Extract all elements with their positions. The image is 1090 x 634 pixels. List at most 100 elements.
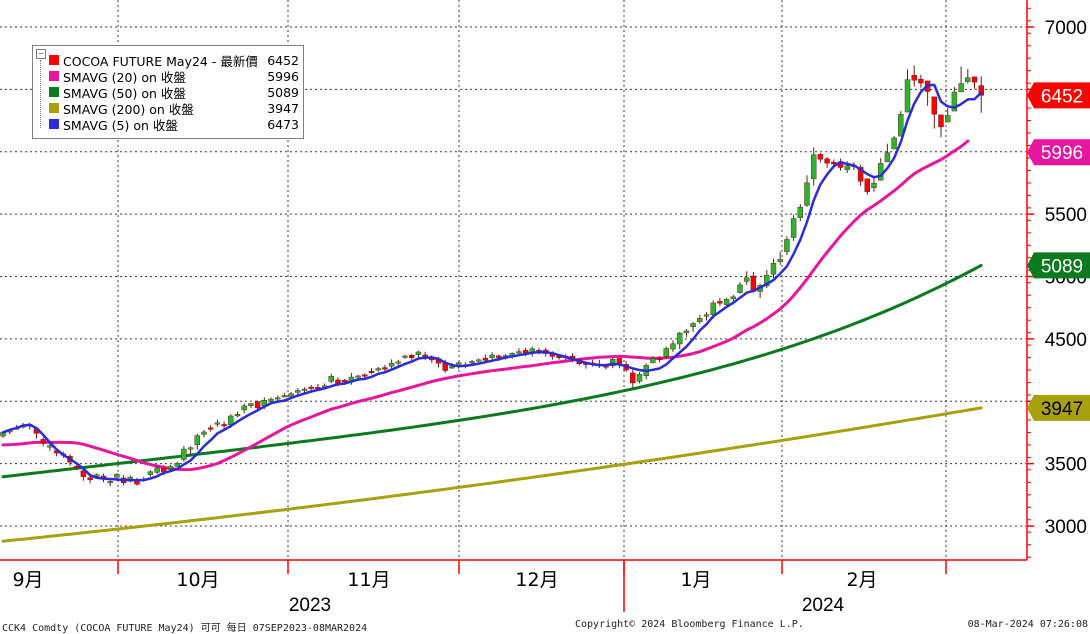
- candle: [482, 354, 489, 362]
- candle-body: [891, 137, 897, 150]
- candle-body: [898, 114, 904, 137]
- candle-body: [328, 376, 334, 382]
- value-tag-label: 6452: [1041, 86, 1083, 107]
- x-month-label: 11月: [347, 569, 390, 591]
- candle-body: [80, 470, 87, 477]
- candle-body: [670, 343, 676, 350]
- x-year-label: 2023: [289, 595, 331, 616]
- candle-body: [824, 158, 830, 164]
- legend-label: COCOA FUTURE May24 - 最新價: [63, 53, 258, 69]
- candle: [797, 204, 803, 221]
- candle: [375, 366, 381, 372]
- candle: [804, 175, 810, 207]
- x-month-label: 9月: [12, 569, 43, 591]
- candle-body: [482, 357, 489, 361]
- sma5-series: [1, 83, 983, 482]
- candle: [824, 157, 830, 168]
- candle-body: [804, 182, 810, 206]
- sma50-line: [1, 263, 983, 479]
- candle-body: [94, 474, 100, 477]
- candle-body: [207, 427, 214, 430]
- candle: [918, 74, 924, 88]
- candle-body: [878, 163, 884, 181]
- candle: [395, 359, 401, 367]
- candle-body: [770, 263, 777, 275]
- candle: [737, 282, 743, 294]
- value-tag: 3947: [1027, 394, 1090, 421]
- value-tag: 5089: [1027, 252, 1090, 279]
- candle: [73, 464, 80, 470]
- candle-body: [201, 431, 207, 435]
- candle: [697, 315, 703, 324]
- y-tick-label: 5500: [1045, 205, 1087, 226]
- legend-value: 6452: [267, 52, 299, 68]
- candle: [275, 395, 281, 402]
- footer-copyright: Copyright© 2024 Bloomberg Finance L.P.: [575, 619, 804, 630]
- legend-collapse-icon[interactable]: −: [36, 49, 46, 59]
- candle-body: [308, 386, 314, 389]
- x-month-label: 1月: [680, 569, 711, 591]
- candle-body: [154, 467, 160, 473]
- x-month-label: 10月: [176, 569, 219, 591]
- candle-body: [174, 463, 180, 467]
- candle: [368, 368, 375, 375]
- y-tick-label: 4500: [1045, 330, 1087, 351]
- candle-body: [241, 405, 247, 411]
- candle: [811, 147, 817, 186]
- legend-swatch-icon: [49, 71, 59, 81]
- candle-body: [690, 323, 696, 327]
- candle: [207, 425, 214, 432]
- candle: [154, 465, 160, 474]
- candle-body: [844, 165, 850, 170]
- y-tick-label: 3000: [1045, 517, 1087, 538]
- candle-body: [777, 259, 783, 262]
- legend-entry-sma20: SMAVG (20) on 收盤 5996: [49, 68, 299, 85]
- candle: [744, 271, 750, 285]
- candle-body: [683, 330, 690, 334]
- candle: [476, 358, 482, 362]
- footer-ticker: CCK4 Comdty (COCOA FUTURE May24) 可可 每日 0…: [2, 623, 368, 634]
- candle: [40, 437, 46, 447]
- candle-body: [610, 359, 616, 367]
- legend-label: SMAVG (200) on 收盤: [63, 101, 194, 117]
- candle-body: [248, 403, 254, 406]
- candle: [898, 111, 904, 137]
- candle-body: [288, 393, 294, 397]
- candle-body: [764, 274, 770, 287]
- candle: [971, 76, 978, 89]
- candle: [194, 433, 201, 450]
- candle-body: [342, 379, 348, 383]
- candle: [187, 446, 194, 455]
- candle-body: [147, 471, 154, 475]
- candle: [388, 359, 395, 369]
- candle: [650, 356, 656, 364]
- candle: [945, 108, 951, 123]
- sma20-series: [1, 139, 970, 472]
- candle-body: [911, 74, 917, 81]
- candle-body: [790, 218, 797, 238]
- candle-body: [630, 372, 636, 384]
- legend-value: 5089: [267, 84, 299, 100]
- candle-body: [187, 447, 194, 450]
- x-axis: 9月 10月 11月 12月 1月 2月 2023 2024: [0, 559, 1027, 616]
- candle-body: [965, 77, 971, 82]
- legend-value: 6473: [267, 116, 299, 132]
- candle-body: [904, 79, 911, 113]
- candle-body: [636, 373, 643, 382]
- candle: [402, 354, 408, 359]
- candle-body: [362, 374, 368, 377]
- x-month-label: 12月: [515, 569, 558, 591]
- candle: [958, 66, 964, 93]
- candle-body: [677, 332, 683, 345]
- candle: [784, 236, 790, 256]
- candle: [281, 392, 288, 398]
- candle-body: [422, 354, 428, 357]
- candle-body: [281, 395, 288, 398]
- x-year-label: 2024: [802, 595, 845, 616]
- candle-body: [87, 477, 93, 480]
- legend-entry-price: COCOA FUTURE May24 - 最新價 6452: [49, 52, 299, 69]
- candle-body: [723, 299, 730, 306]
- sma50-series: [1, 263, 983, 479]
- candle-body: [301, 388, 308, 391]
